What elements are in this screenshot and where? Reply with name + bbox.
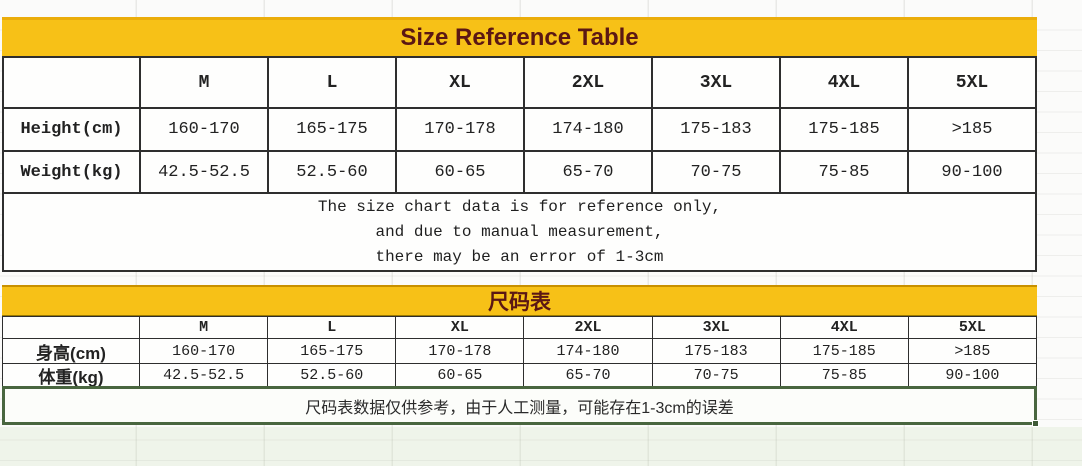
size-header-cell: 3XL [653, 58, 781, 107]
height-value-cell: 175-185 [781, 339, 909, 363]
height-row-label: Height(cm) [4, 109, 141, 150]
english-table-title: Size Reference Table [400, 24, 639, 51]
chinese-title-banner: 尺码表 [2, 285, 1037, 316]
weight-value-cell: 75-85 [781, 364, 909, 386]
height-value-cell: 160-170 [140, 339, 269, 363]
weight-value-cell: 75-85 [781, 152, 909, 192]
size-header-row: M L XL 2XL 3XL 4XL 5XL [3, 317, 1036, 339]
size-header-cell: L [268, 317, 397, 338]
height-value-cell: 165-175 [269, 109, 397, 150]
size-header-row: M L XL 2XL 3XL 4XL 5XL [4, 58, 1035, 109]
note-line: there may be an error of 1-3cm [375, 247, 664, 266]
chinese-table-title: 尺码表 [488, 291, 551, 314]
bottom-tinted-cells [0, 427, 1082, 466]
weight-value-cell: 70-75 [653, 152, 781, 192]
size-table-english: M L XL 2XL 3XL 4XL 5XL Height(cm) 160-17… [2, 56, 1037, 272]
height-value-cell: 174-180 [524, 339, 653, 363]
height-row: Height(cm) 160-170 165-175 170-178 174-1… [4, 109, 1035, 152]
empty-corner-cell [3, 317, 140, 338]
size-header-cell: 4XL [781, 317, 909, 338]
size-header-cell: XL [396, 317, 525, 338]
size-header-cell: 5XL [958, 319, 986, 336]
height-value-cell: 170-178 [397, 109, 525, 150]
height-value-cell: 170-178 [396, 339, 525, 363]
size-header-cell: 3XL [653, 317, 781, 338]
height-value-cell: 175-183 [653, 109, 781, 150]
height-value-cell: 175-185 [781, 109, 909, 150]
weight-value-cell: 90-100 [941, 162, 1003, 182]
height-value-cell: >185 [951, 120, 993, 139]
weight-value-cell: 60-65 [396, 364, 525, 386]
weight-row: Weight(kg) 42.5-52.5 52.5-60 60-65 65-70… [4, 152, 1035, 194]
weight-row: 体重(kg) 42.5-52.5 52.5-60 60-65 65-70 70-… [3, 364, 1036, 387]
weight-value-cell: 65-70 [524, 364, 653, 386]
size-table-chinese: M L XL 2XL 3XL 4XL 5XL 身高(cm) 160-170 16… [2, 316, 1037, 387]
size-header-cell: 4XL [781, 58, 909, 107]
weight-value-cell: 52.5-60 [269, 152, 397, 192]
height-value-cell: 165-175 [268, 339, 397, 363]
weight-value-cell: 60-65 [397, 152, 525, 192]
weight-value-cell: 42.5-52.5 [140, 364, 269, 386]
chinese-disclaimer-note: 尺码表数据仅供参考，由于人工测量，可能存在1-3cm的误差 [305, 399, 734, 417]
note-line: and due to manual measurement, [375, 222, 664, 241]
height-value-cell: 174-180 [525, 109, 653, 150]
height-value-cell: 175-183 [653, 339, 781, 363]
weight-row-label: 体重(kg) [3, 364, 140, 387]
height-value-cell: 160-170 [141, 109, 269, 150]
size-header-cell: 5XL [955, 72, 989, 93]
weight-value-cell: 90-100 [945, 366, 1000, 384]
size-header-cell: XL [397, 58, 525, 107]
empty-corner-cell [4, 58, 141, 107]
size-header-cell: M [140, 317, 269, 338]
selection-fill-handle [1032, 420, 1039, 427]
weight-value-cell: 65-70 [525, 152, 653, 192]
height-row: 身高(cm) 160-170 165-175 170-178 174-180 1… [3, 339, 1036, 364]
english-disclaimer-note: The size chart data is for reference onl… [4, 194, 1035, 270]
size-header-cell: L [269, 58, 397, 107]
height-row-label: 身高(cm) [3, 339, 140, 363]
size-header-cell: 2XL [525, 58, 653, 107]
size-header-cell: 2XL [524, 317, 653, 338]
weight-value-cell: 42.5-52.5 [141, 152, 269, 192]
weight-value-cell: 52.5-60 [268, 364, 397, 386]
note-line: The size chart data is for reference onl… [317, 197, 722, 216]
weight-row-label: Weight(kg) [4, 152, 141, 192]
size-header-cell: M [141, 58, 269, 107]
english-title-banner: Size Reference Table [2, 17, 1037, 56]
selected-note-cell: 尺码表数据仅供参考，由于人工测量，可能存在1-3cm的误差 [2, 386, 1039, 427]
height-value-cell: >185 [954, 342, 991, 360]
weight-value-cell: 70-75 [653, 364, 781, 386]
